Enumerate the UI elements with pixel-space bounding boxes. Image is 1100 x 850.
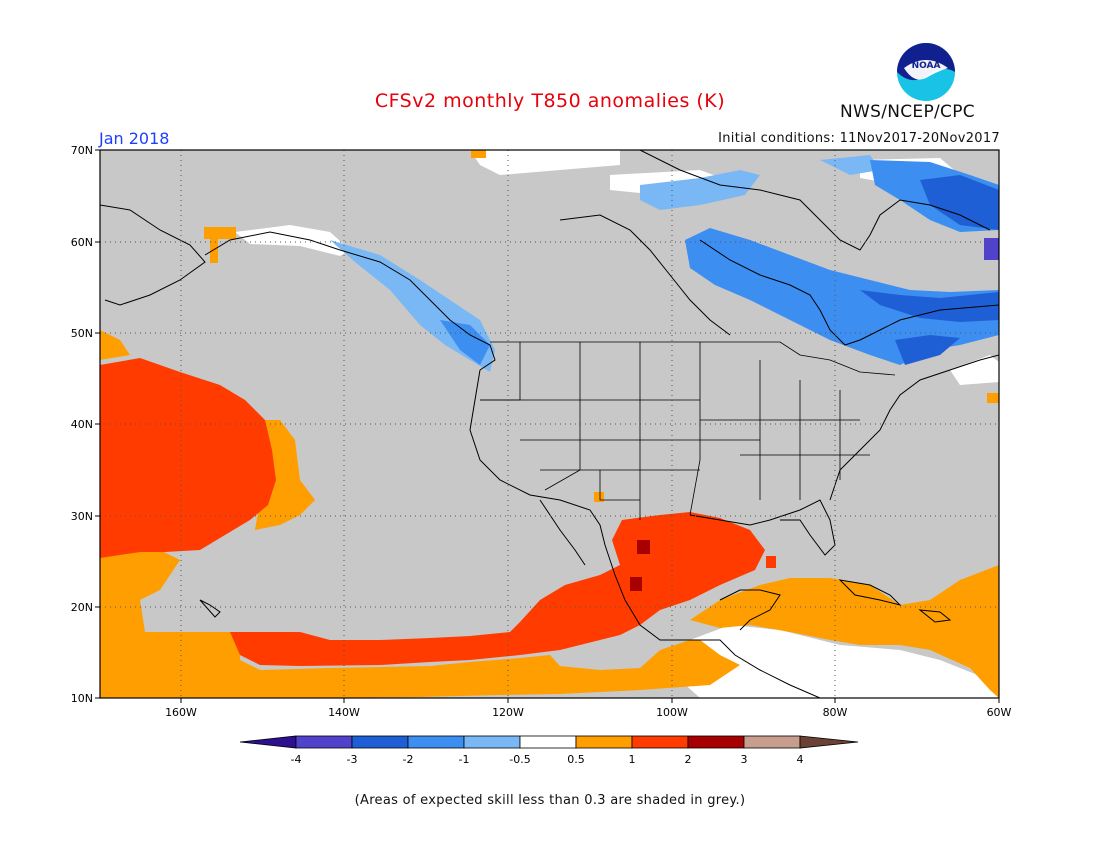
agency-label: NWS/NCEP/CPC [840,102,975,122]
colorbar-label: 0.5 [567,753,585,766]
lon-label: 60W [987,706,1012,719]
lon-label: 100W [656,706,688,719]
lat-label: 40N [71,418,93,431]
latitude-labels: 70N 60N 50N 40N 30N 20N 10N [71,144,93,705]
colorbar-label: 2 [685,753,692,766]
colorbar-segment [239,735,297,749]
footnote: (Areas of expected skill less than 0.3 a… [354,793,746,808]
longitude-labels: 160W 140W 120W 100W 80W 60W [165,706,1011,719]
lon-label: 160W [165,706,197,719]
colorbar-segment [519,735,577,749]
colorbar-label: -3 [347,753,358,766]
anomaly-dark-blue [860,175,999,365]
colorbar-segment [407,735,465,749]
colorbar-segment [687,735,745,749]
colorbar-label: 1 [629,753,636,766]
colorbar-segment [575,735,633,749]
colorbar-segment [295,735,353,749]
anomaly-red-regions [100,358,776,666]
colorbar-label: 4 [797,753,804,766]
forecast-period: Jan 2018 [99,129,170,148]
colorbar-segment [463,735,521,749]
lon-label: 80W [823,706,848,719]
colorbar-label: 3 [741,753,748,766]
axis-ticks [95,149,1000,703]
lat-label: 50N [71,327,93,340]
lat-label: 20N [71,601,93,614]
colorbar-segment [631,735,689,749]
colorbar-label: -2 [403,753,414,766]
colorbar-segment [799,735,859,749]
map-title: CFSv2 monthly T850 anomalies (K) [374,90,726,112]
political-borders [480,341,896,520]
logo-text: NOAA [912,61,941,71]
colorbar-label: -4 [291,753,302,766]
lat-label: 10N [71,692,93,705]
colorbar-segment [743,735,801,749]
lat-label: 30N [71,510,93,523]
colorbar-segment [351,735,409,749]
noaa-logo: NOAA [897,43,955,101]
lat-label: 70N [71,144,93,157]
colorbar-label: -1 [459,753,470,766]
lon-label: 120W [492,706,524,719]
colorbar-label: -0.5 [509,753,530,766]
colorbar [239,735,859,749]
initial-conditions: Initial conditions: 11Nov2017-20Nov2017 [718,131,1000,146]
anomaly-minus3-cell [984,238,999,260]
coastlines [100,150,999,698]
colorbar-labels: -4 -3 -2 -1 -0.5 0.5 1 2 3 4 [291,753,804,766]
lat-label: 60N [71,236,93,249]
anomaly-darkred-cells [630,540,650,591]
lon-label: 140W [328,706,360,719]
